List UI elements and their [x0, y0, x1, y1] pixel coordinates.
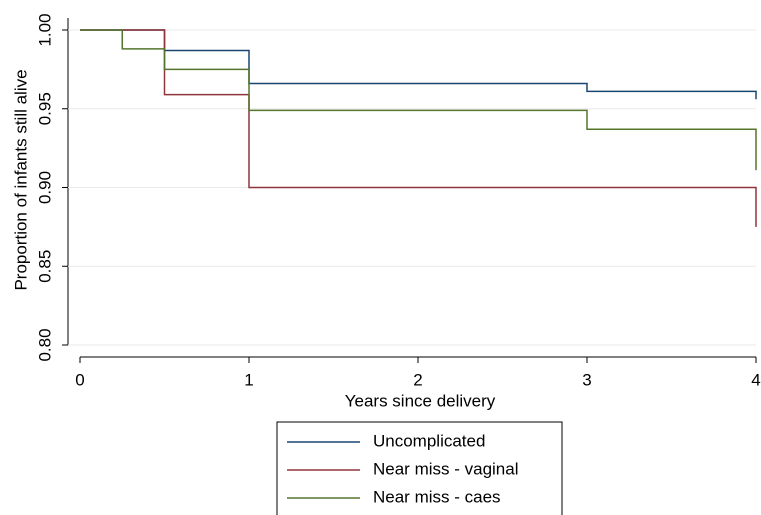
y-tick-label: 0.90: [35, 171, 54, 204]
x-tick-label: 2: [413, 370, 422, 389]
legend-box: [276, 421, 563, 515]
y-tick-label: 1.00: [35, 13, 54, 46]
legend-label: Uncomplicated: [373, 431, 485, 450]
survival-line: [80, 29, 757, 171]
x-axis-title: Years since delivery: [345, 391, 496, 410]
x-tick-label: 0: [75, 370, 84, 389]
x-tick-label: 4: [751, 370, 760, 389]
x-tick-label: 1: [244, 370, 253, 389]
legend-label: Near miss - vaginal: [373, 459, 519, 478]
y-tick-label: 0.85: [35, 250, 54, 283]
x-tick-label: 3: [582, 370, 591, 389]
survival-line: [80, 29, 757, 227]
survival-line: [80, 29, 757, 100]
legend-label: Near miss - caes: [373, 487, 501, 506]
y-tick-label: 0.80: [35, 328, 54, 361]
y-axis-title: Proportion of infants still alive: [11, 69, 30, 290]
y-tick-label: 0.95: [35, 92, 54, 125]
